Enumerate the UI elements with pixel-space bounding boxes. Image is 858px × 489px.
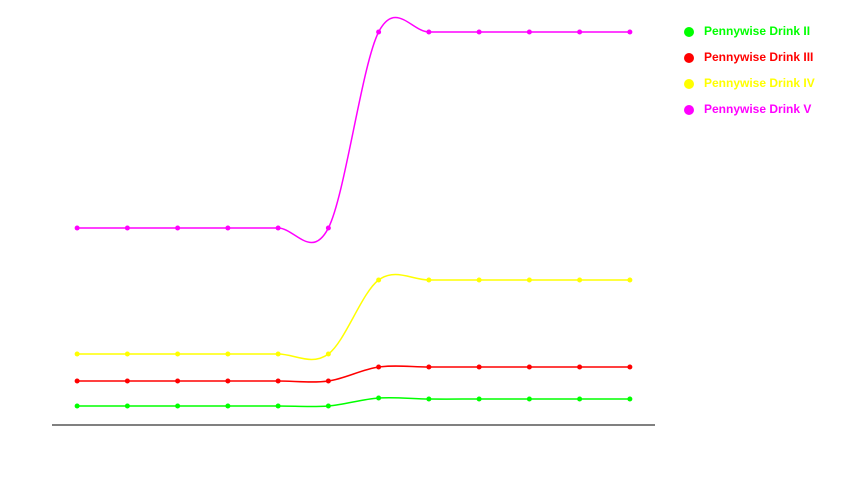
legend-marker (684, 53, 694, 63)
data-point (74, 378, 80, 384)
data-point (74, 225, 80, 231)
data-point (275, 225, 281, 231)
data-point (376, 364, 382, 370)
data-point (225, 403, 231, 409)
data-point (526, 277, 532, 283)
data-point (577, 364, 583, 370)
data-point (476, 29, 482, 35)
data-point (325, 403, 331, 409)
data-point (225, 225, 231, 231)
data-point (175, 351, 181, 357)
legend-label: Pennywise Drink IV (704, 76, 815, 90)
data-point (426, 29, 432, 35)
data-point (325, 225, 331, 231)
data-point (325, 351, 331, 357)
data-point (376, 395, 382, 401)
legend-marker (684, 79, 694, 89)
legend-label: Pennywise Drink III (704, 50, 813, 64)
data-point (426, 364, 432, 370)
data-point (376, 29, 382, 35)
data-point (325, 378, 331, 384)
data-point (225, 378, 231, 384)
data-point (577, 29, 583, 35)
data-point (627, 396, 633, 402)
data-point (175, 403, 181, 409)
legend-marker (684, 105, 694, 115)
data-point (627, 364, 633, 370)
data-point (476, 364, 482, 370)
data-point (275, 378, 281, 384)
legend-label: Pennywise Drink V (704, 102, 811, 116)
data-point (426, 396, 432, 402)
series-line (77, 273, 630, 361)
series-line (77, 365, 630, 383)
data-point (74, 403, 80, 409)
data-point (476, 396, 482, 402)
data-point (124, 351, 130, 357)
data-point (275, 351, 281, 357)
data-point (526, 396, 532, 402)
data-point (627, 277, 633, 283)
data-point (526, 29, 532, 35)
data-point (275, 403, 281, 409)
legend-marker (684, 27, 694, 37)
data-point (476, 277, 482, 283)
data-point (526, 364, 532, 370)
data-point (376, 277, 382, 283)
data-point (74, 351, 80, 357)
series-line (77, 16, 630, 244)
data-point (175, 225, 181, 231)
data-point (124, 403, 130, 409)
legend-label: Pennywise Drink II (704, 24, 810, 38)
data-point (627, 29, 633, 35)
data-point (426, 277, 432, 283)
data-point (577, 396, 583, 402)
data-point (577, 277, 583, 283)
series-line (77, 396, 630, 408)
data-point (175, 378, 181, 384)
data-point (124, 378, 130, 384)
data-point (124, 225, 130, 231)
data-point (225, 351, 231, 357)
